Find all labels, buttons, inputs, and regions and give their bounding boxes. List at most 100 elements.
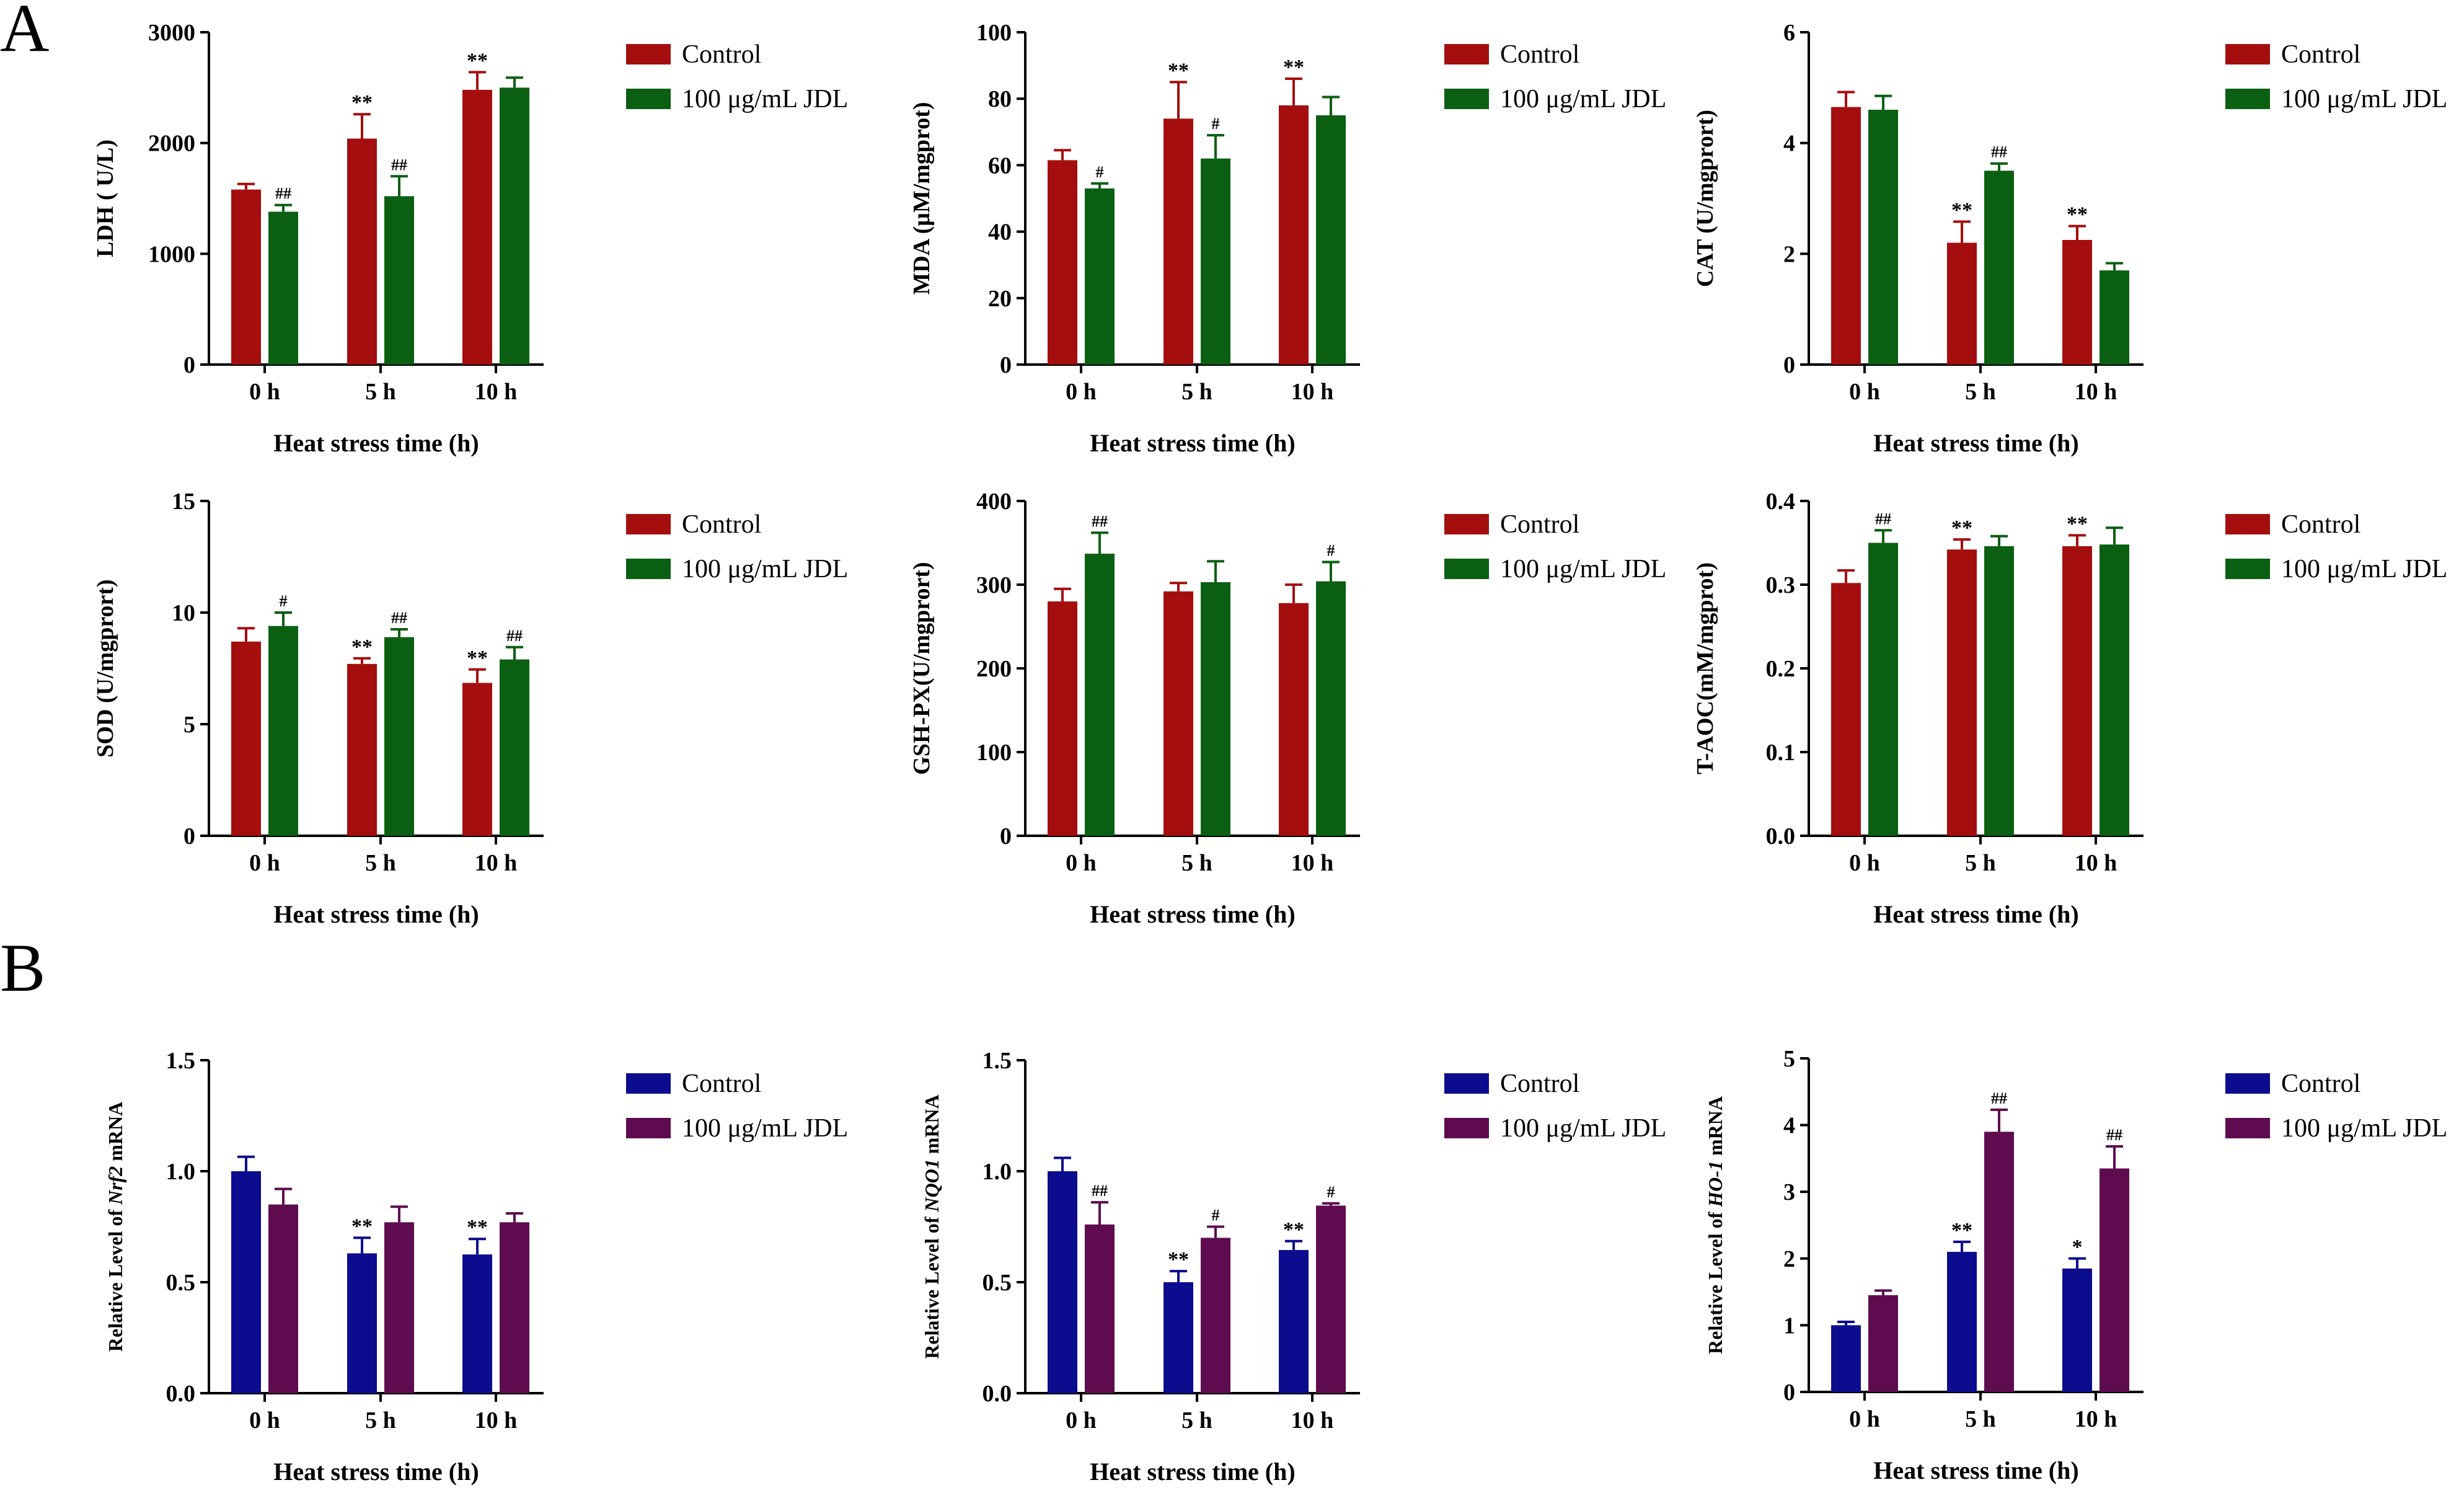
y-tick-label: 400 xyxy=(976,489,1012,515)
legend-swatch xyxy=(626,514,671,534)
y-tick-label: 100 xyxy=(976,20,1012,46)
significance-label: # xyxy=(1212,115,1220,133)
y-tick-label: 0 xyxy=(183,823,195,849)
bar-100-g-ml-jdl xyxy=(268,211,298,365)
x-tick-label: 5 h xyxy=(1181,850,1212,876)
y-tick-label: 1.5 xyxy=(166,1048,196,1074)
legend-label: Control xyxy=(682,1070,761,1098)
significance-label: ## xyxy=(1875,510,1891,528)
bar-control xyxy=(1279,603,1309,836)
x-axis-title: Heat stress time (h) xyxy=(273,1458,479,1486)
bar-100-g-ml-jdl xyxy=(500,659,529,836)
y-axis-title-part: mRNA xyxy=(921,1094,943,1159)
bar-control xyxy=(347,138,377,365)
legend-label: 100 μg/mL JDL xyxy=(1500,85,1666,113)
y-tick-label: 1000 xyxy=(148,241,195,267)
x-tick-label: 10 h xyxy=(1291,1407,1334,1433)
y-axis-title: T-AOC(mM/mgprot) xyxy=(1692,562,1718,774)
x-tick-label: 0 h xyxy=(1066,1407,1097,1433)
legend-label: 100 μg/mL JDL xyxy=(682,85,848,113)
bar-control xyxy=(231,641,261,836)
y-tick-label: 0.0 xyxy=(1766,823,1796,849)
significance-label: ## xyxy=(391,609,407,627)
y-axis-title: GSH-PX(U/mgprort) xyxy=(909,562,935,774)
x-tick-label: 0 h xyxy=(1849,850,1880,876)
bar-100-g-ml-jdl xyxy=(384,637,414,836)
significance-label: # xyxy=(1096,163,1104,181)
legend-label: Control xyxy=(2281,1070,2360,1098)
bar-control xyxy=(1831,107,1861,365)
legend-label: 100 μg/mL JDL xyxy=(2281,85,2447,113)
significance-label: ** xyxy=(467,49,488,72)
x-tick-label: 10 h xyxy=(1291,850,1334,876)
legend-swatch xyxy=(2225,514,2270,534)
legend-swatch xyxy=(1444,559,1489,579)
y-tick-label: 3000 xyxy=(148,20,195,46)
significance-label: ## xyxy=(275,185,291,203)
x-tick-label: 5 h xyxy=(1181,379,1212,405)
bar-control xyxy=(462,89,492,365)
legend-swatch xyxy=(1444,44,1489,64)
y-tick-label: 0 xyxy=(1000,823,1012,849)
legend-swatch xyxy=(626,1118,671,1138)
y-tick-label: 0 xyxy=(1783,352,1795,378)
bar-100-g-ml-jdl xyxy=(1201,582,1230,836)
legend-swatch xyxy=(1444,89,1489,109)
y-tick-label: 1 xyxy=(1783,1313,1795,1339)
legend-label: 100 μg/mL JDL xyxy=(682,555,848,583)
y-tick-label: 0.5 xyxy=(166,1270,196,1296)
x-tick-label: 5 h xyxy=(365,850,396,876)
bar-100-g-ml-jdl xyxy=(1316,1205,1346,1393)
y-tick-label: 0.0 xyxy=(983,1381,1012,1407)
x-tick-label: 10 h xyxy=(475,379,518,405)
legend-label: Control xyxy=(1500,40,1579,69)
y-axis-title: CAT (U/mgprort) xyxy=(1692,110,1718,287)
y-tick-label: 2 xyxy=(1783,241,1795,267)
x-tick-label: 5 h xyxy=(365,1407,396,1433)
legend-label: 100 μg/mL JDL xyxy=(1500,1114,1666,1143)
chart-nqo1: 0.0 0.5 1.0 1.5 0 h 5 h 10 h Heat stress time (… xyxy=(921,1048,1666,1486)
significance-label: ## xyxy=(1991,1089,2007,1107)
y-axis-title-part: mRNA xyxy=(104,1102,126,1166)
x-tick-label: 0 h xyxy=(1849,379,1880,405)
x-tick-label: 5 h xyxy=(1965,1406,1996,1432)
y-tick-label: 0 xyxy=(1000,352,1012,378)
x-tick-label: 10 h xyxy=(1291,379,1334,405)
x-axis-title: Heat stress time (h) xyxy=(1090,900,1295,928)
bar-100-g-ml-jdl xyxy=(1085,1224,1115,1393)
y-tick-label: 0.3 xyxy=(1766,572,1796,598)
y-tick-label: 10 xyxy=(172,600,195,626)
y-tick-label: 100 xyxy=(976,740,1012,766)
bar-100-g-ml-jdl xyxy=(1201,1238,1230,1393)
x-axis-title: Heat stress time (h) xyxy=(1873,429,2078,457)
y-axis-title-part: NQO1 xyxy=(921,1159,943,1212)
y-tick-label: 0.5 xyxy=(983,1270,1012,1296)
y-tick-label: 6 xyxy=(1783,20,1795,46)
bar-100-g-ml-jdl xyxy=(500,87,529,365)
x-tick-label: 10 h xyxy=(2075,1406,2117,1432)
bar-100-g-ml-jdl xyxy=(384,1222,414,1393)
legend-label: Control xyxy=(1500,510,1579,539)
legend-swatch xyxy=(2225,89,2270,109)
y-tick-label: 2 xyxy=(1783,1246,1795,1272)
x-tick-label: 10 h xyxy=(475,850,518,876)
significance-label: # xyxy=(1327,1183,1335,1201)
bar-100-g-ml-jdl xyxy=(1868,1295,1898,1392)
bar-100-g-ml-jdl xyxy=(2100,270,2129,365)
legend-swatch xyxy=(626,1073,671,1094)
x-tick-label: 0 h xyxy=(249,379,280,405)
bar-100-g-ml-jdl xyxy=(1316,581,1346,836)
legend-swatch xyxy=(626,89,671,109)
y-tick-label: 3 xyxy=(1783,1179,1795,1205)
x-tick-label: 0 h xyxy=(1066,850,1097,876)
legend-label: Control xyxy=(682,40,761,69)
y-tick-label: 0.1 xyxy=(1766,740,1796,766)
significance-label: * xyxy=(2072,1236,2083,1259)
chart-mda: 0 20 40 60 80 100 0 h 5 h 10 h Heat stress time (… xyxy=(909,20,1666,457)
significance-label: ** xyxy=(351,91,373,114)
chart-cat: 0 2 4 6 0 h 5 h 10 h Heat stress time (h) CAT (U… xyxy=(1692,20,2447,457)
significance-label: ** xyxy=(1951,516,1972,539)
x-tick-label: 5 h xyxy=(1965,379,1996,405)
